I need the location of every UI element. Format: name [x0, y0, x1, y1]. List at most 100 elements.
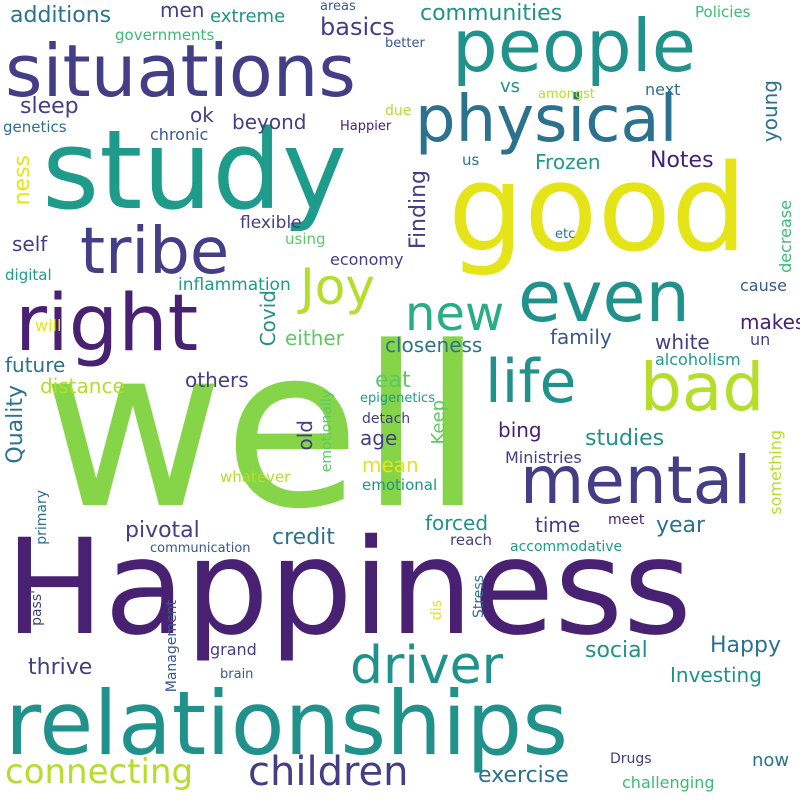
cloud-word-closeness: closeness	[385, 333, 483, 357]
cloud-word-even: even	[518, 256, 690, 338]
cloud-word-additions: additions	[10, 3, 112, 28]
cloud-word-finding: Finding	[406, 170, 431, 250]
cloud-word-us: us	[462, 151, 480, 169]
cloud-word-chronic: chronic	[150, 125, 209, 144]
cloud-word-genetics: genetics	[3, 118, 67, 136]
cloud-word-management: Management	[164, 600, 180, 693]
cloud-word-family: family	[550, 325, 612, 349]
cloud-word-people: people	[452, 4, 697, 88]
cloud-word-emotionally: emotionally	[319, 390, 335, 473]
cloud-word-bad: bad	[640, 349, 765, 426]
cloud-word-mental: mental	[520, 442, 752, 519]
cloud-word-using: using	[285, 230, 326, 248]
cloud-word-economy: economy	[330, 250, 404, 269]
cloud-word-old: old	[293, 420, 317, 451]
cloud-word-social: social	[585, 638, 648, 663]
cloud-word-ness: ness	[10, 155, 35, 206]
cloud-word-studies: studies	[585, 426, 665, 451]
cloud-word-basics: basics	[320, 13, 395, 41]
cloud-word-due: due	[385, 103, 412, 119]
cloud-word-white: white	[655, 330, 710, 354]
cloud-word-covid: Covid	[256, 290, 280, 347]
cloud-word-epigenetics: epigenetics	[360, 391, 435, 406]
cloud-word-primary: primary	[34, 490, 50, 545]
cloud-word-others: others	[185, 368, 249, 392]
cloud-word-happier: Happier	[340, 119, 392, 134]
cloud-word-grand: grand	[210, 640, 257, 659]
cloud-word-communication: communication	[150, 541, 251, 556]
cloud-word-now: now	[752, 750, 790, 771]
cloud-word-will: will	[35, 316, 62, 335]
cloud-word-either: either	[285, 326, 344, 350]
cloud-word-meet: meet	[608, 512, 645, 528]
cloud-word-self: self	[12, 232, 48, 256]
cloud-word-inflammation: inflammation	[178, 275, 291, 295]
cloud-word-notes: Notes	[650, 148, 714, 173]
cloud-word-dis: dis	[429, 600, 445, 621]
cloud-word-situations: situations	[5, 29, 356, 113]
cloud-word-beyond: beyond	[232, 110, 307, 134]
cloud-word-well: well	[42, 300, 484, 558]
cloud-word-future: future	[5, 353, 66, 377]
cloud-word-ok: ok	[190, 103, 214, 127]
cloud-word-something: something	[766, 430, 785, 515]
cloud-word-young: young	[758, 80, 782, 143]
cloud-word-new: new	[405, 286, 505, 342]
cloud-word-whatever: whatever	[220, 468, 291, 486]
cloud-word-frozen: Frozen	[535, 150, 601, 174]
cloud-word-pass: pass'	[29, 590, 45, 626]
cloud-word-happiness: Happiness	[5, 511, 692, 665]
cloud-word-etc: etc	[555, 227, 576, 242]
cloud-word-policies: Policies	[695, 3, 751, 21]
cloud-word-tribe: tribe	[80, 215, 230, 289]
cloud-word-communities: communities	[420, 1, 563, 26]
cloud-word-governments: governments	[115, 26, 215, 44]
cloud-word-reach: reach	[450, 531, 493, 549]
cloud-word-challenging: challenging	[622, 773, 715, 792]
cloud-word-next: next	[645, 80, 681, 99]
cloud-word-credit: credit	[272, 525, 335, 550]
cloud-word-makes: makes	[740, 310, 800, 334]
cloud-word-driver: driver	[350, 636, 503, 696]
cloud-word-vs: vs	[500, 76, 521, 97]
cloud-word-forced: forced	[425, 511, 489, 535]
cloud-word-mean: mean	[362, 453, 419, 477]
cloud-word-time: time	[535, 513, 581, 537]
cloud-word-areas: areas	[320, 0, 356, 14]
cloud-word-men: men	[160, 0, 205, 22]
cloud-word-amongst: amongst	[538, 87, 595, 102]
cloud-word-joy: Joy	[300, 258, 375, 316]
cloud-word-stress: Stress	[471, 575, 487, 619]
cloud-word-study: study	[42, 106, 348, 234]
cloud-word-accommodative: accommodative	[510, 539, 623, 555]
cloud-word-relationships: relationships	[5, 672, 569, 775]
cloud-word-digital: digital	[5, 266, 52, 284]
cloud-word-physical: physical	[415, 83, 678, 157]
cloud-word-sleep: sleep	[20, 94, 79, 119]
cloud-word-emotional: emotional	[362, 476, 438, 494]
cloud-word-children: children	[248, 749, 409, 795]
cloud-word-brain: brain	[220, 667, 254, 682]
cloud-word-age: age	[360, 426, 398, 450]
cloud-word-bing: bing	[498, 418, 542, 442]
cloud-word-drugs: Drugs	[610, 751, 652, 767]
cloud-word-flexible: flexible	[240, 213, 302, 233]
cloud-word-alcoholism: alcoholism	[655, 350, 741, 369]
cloud-word-detach: detach	[362, 411, 411, 427]
cloud-word-un: un	[750, 330, 771, 349]
cloud-word-exercise: exercise	[478, 763, 569, 788]
cloud-word-ministries: Ministries	[505, 448, 582, 467]
cloud-word-keep: Keep	[428, 400, 449, 445]
cloud-word-life: life	[485, 347, 577, 417]
cloud-word-pivotal: pivotal	[125, 518, 200, 543]
cloud-word-eat: eat	[375, 368, 411, 393]
cloud-word-happy: Happy	[710, 633, 781, 658]
cloud-word-decrease: decrease	[776, 200, 795, 273]
cloud-word-investing: Investing	[670, 663, 762, 687]
cloud-word-extreme: extreme	[210, 6, 286, 27]
cloud-word-right: right	[15, 279, 199, 369]
cloud-word-quality: Quality	[3, 385, 28, 464]
cloud-word-year: year	[656, 513, 706, 538]
cloud-word-thrive: thrive	[28, 655, 93, 680]
